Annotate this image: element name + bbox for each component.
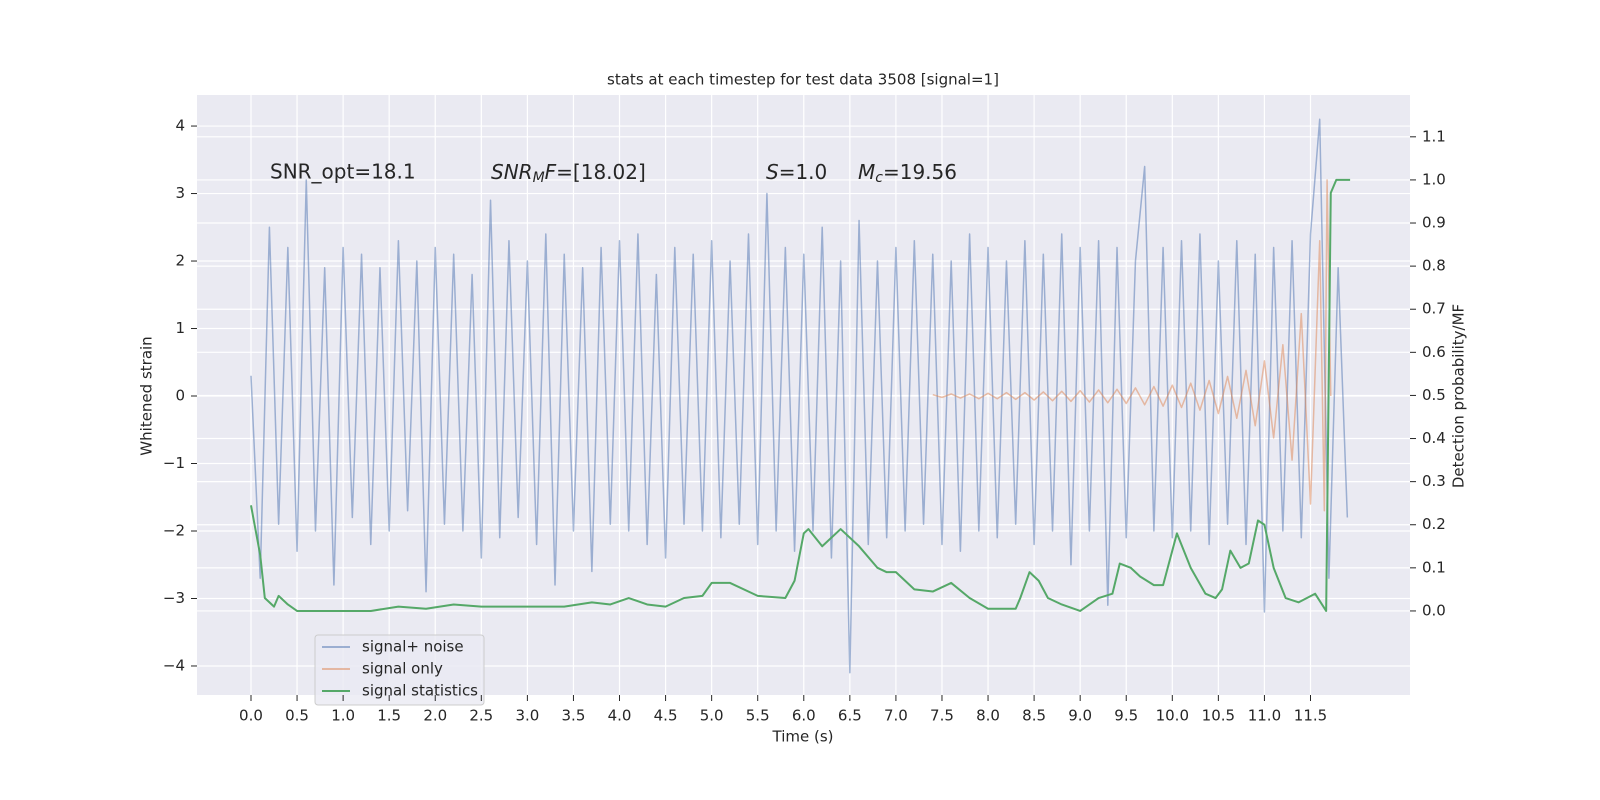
annotation-part: =[18.02] <box>556 160 646 184</box>
annotation-part: SNR <box>491 160 533 184</box>
x-tick-label: 3.5 <box>562 707 586 725</box>
x-tick-label: 11.5 <box>1294 707 1327 725</box>
y2-tick-label: 0.9 <box>1422 214 1446 232</box>
y2-tick-label: 0.7 <box>1422 300 1446 318</box>
y2-tick-label: 0.5 <box>1422 386 1446 404</box>
y2-tick-label: 0.2 <box>1422 515 1446 533</box>
x-tick-label: 2.0 <box>423 707 447 725</box>
x-tick-label: 9.5 <box>1114 707 1138 725</box>
annotation-part: M <box>858 160 875 184</box>
legend-label: signal statistics <box>362 682 478 700</box>
y2-tick-label: 0.4 <box>1422 429 1446 447</box>
x-tick-label: 7.5 <box>930 707 954 725</box>
legend-label: signal only <box>362 660 443 678</box>
y-tick-label: −3 <box>163 589 185 607</box>
y-tick-label: 3 <box>175 184 185 202</box>
series-line <box>932 179 1332 512</box>
y-tick-label: 1 <box>175 319 185 337</box>
y2-tick-label: 0.0 <box>1422 601 1446 619</box>
x-tick-label: 6.0 <box>792 707 816 725</box>
annotation: SNR_opt=18.1 <box>270 160 416 184</box>
annotation-part: S <box>766 160 779 184</box>
y2-tick-label: 0.6 <box>1422 343 1446 361</box>
x-tick-label: 5.0 <box>700 707 724 725</box>
annotation: S=1.0 <box>766 160 827 184</box>
y-tick-label: −1 <box>163 454 185 472</box>
x-tick-label: 10.0 <box>1156 707 1189 725</box>
x-axis-label: Time (s) <box>772 728 834 746</box>
x-tick-label: 2.5 <box>469 707 493 725</box>
x-tick-label: 3.0 <box>515 707 539 725</box>
y2-tick-label: 0.1 <box>1422 558 1446 576</box>
marks <box>250 118 1351 674</box>
annotation-part: c <box>875 170 883 186</box>
y-axis-label: Whitened strain <box>138 336 156 455</box>
y2-tick-label: 0.3 <box>1422 472 1446 490</box>
x-tick-label: 10.5 <box>1202 707 1235 725</box>
y2-tick-label: 0.8 <box>1422 257 1446 275</box>
y-tick-label: 4 <box>175 117 185 135</box>
x-tick-label: 1.0 <box>331 707 355 725</box>
y-tick-label: −4 <box>163 656 185 674</box>
x-tick-label: 11.0 <box>1248 707 1281 725</box>
chart-title: stats at each timestep for test data 350… <box>607 71 999 89</box>
y2-tick-label: 1.1 <box>1422 127 1446 145</box>
x-tick-label: 4.0 <box>608 707 632 725</box>
x-tick-label: 0.0 <box>239 707 263 725</box>
x-tick-label: 0.5 <box>285 707 309 725</box>
annotation-part: M <box>533 170 545 186</box>
legend-label: signal+ noise <box>362 638 464 656</box>
x-tick-label: 1.5 <box>377 707 401 725</box>
annotation-part: F <box>545 160 557 184</box>
y2-axis-label: Detection probability/MF <box>1450 304 1468 488</box>
series-line <box>250 178 1351 612</box>
x-tick-label: 9.0 <box>1068 707 1092 725</box>
y2-tick-label: 1.0 <box>1422 170 1446 188</box>
y-tick-label: 2 <box>175 252 185 270</box>
legend-box <box>314 634 485 706</box>
x-tick-label: 8.5 <box>1022 707 1046 725</box>
y-tick-label: 0 <box>175 387 185 405</box>
x-tick-label: 5.5 <box>746 707 770 725</box>
x-tick-label: 6.5 <box>838 707 862 725</box>
x-tick-label: 4.5 <box>654 707 678 725</box>
y-tick-label: −2 <box>163 521 185 539</box>
series-line <box>250 118 1349 674</box>
annotation: Mc=19.56 <box>858 160 957 187</box>
annotation-part: =19.56 <box>883 160 957 184</box>
annotation: SNRMF=[18.02] <box>491 160 646 187</box>
x-tick-label: 7.0 <box>884 707 908 725</box>
legend: signal+ noise signal only signal statistic… <box>314 634 485 706</box>
annotation-part: =1.0 <box>779 160 828 184</box>
x-tick-label: 8.0 <box>976 707 1000 725</box>
